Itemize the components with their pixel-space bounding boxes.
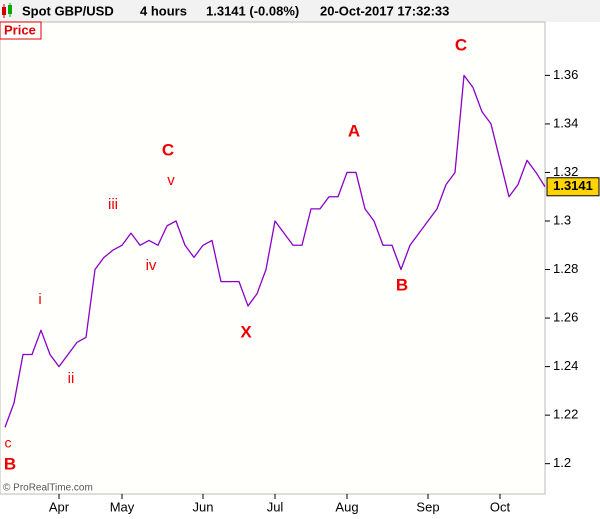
wave-label: v [167,172,175,189]
y-tick-label: 1.3 [553,212,571,227]
wave-label: X [240,322,252,341]
quote: 1.3141 (-0.08%) [206,3,299,18]
x-tick-label: Aug [335,499,358,514]
x-tick-label: Sep [416,499,439,514]
wave-label: i [38,291,41,308]
wave-label: B [4,454,16,473]
header-bar [0,0,600,22]
wave-label: C [162,140,174,159]
wave-label: ii [68,370,75,387]
x-tick-label: Jun [193,499,214,514]
timeframe: 4 hours [140,3,187,18]
x-tick-label: Oct [490,499,511,514]
y-tick-label: 1.36 [553,67,578,82]
wave-label: A [348,121,360,140]
x-tick-label: Jul [267,499,284,514]
x-tick-label: Apr [49,499,70,514]
footnote: © ProRealTime.com [3,483,93,494]
candle-icon [2,3,12,18]
x-tick-label: May [110,499,135,514]
plot-area [0,21,546,495]
wave-label: iv [146,257,157,274]
price-line [4,74,546,428]
panel-label-box [0,21,42,40]
wave-label: B [396,275,408,294]
y-tick-label: 1.24 [553,358,578,373]
timestamp: 20-Oct-2017 17:32:33 [320,3,449,18]
y-tick-label: 1.26 [553,309,578,324]
last-price-box [546,177,600,197]
wave-label: C [455,35,467,54]
y-tick-label: 1.2 [553,455,571,470]
y-tick-label: 1.32 [553,164,578,179]
y-tick-label: 1.34 [553,115,578,130]
wave-label: iii [108,196,118,213]
y-tick-label: 1.28 [553,261,578,276]
symbol: Spot GBP/USD [22,3,114,18]
y-tick-label: 1.22 [553,407,578,422]
panel-label: Price [4,22,36,37]
last-price-label: 1.3141 [553,178,593,193]
wave-label: c [5,435,12,451]
